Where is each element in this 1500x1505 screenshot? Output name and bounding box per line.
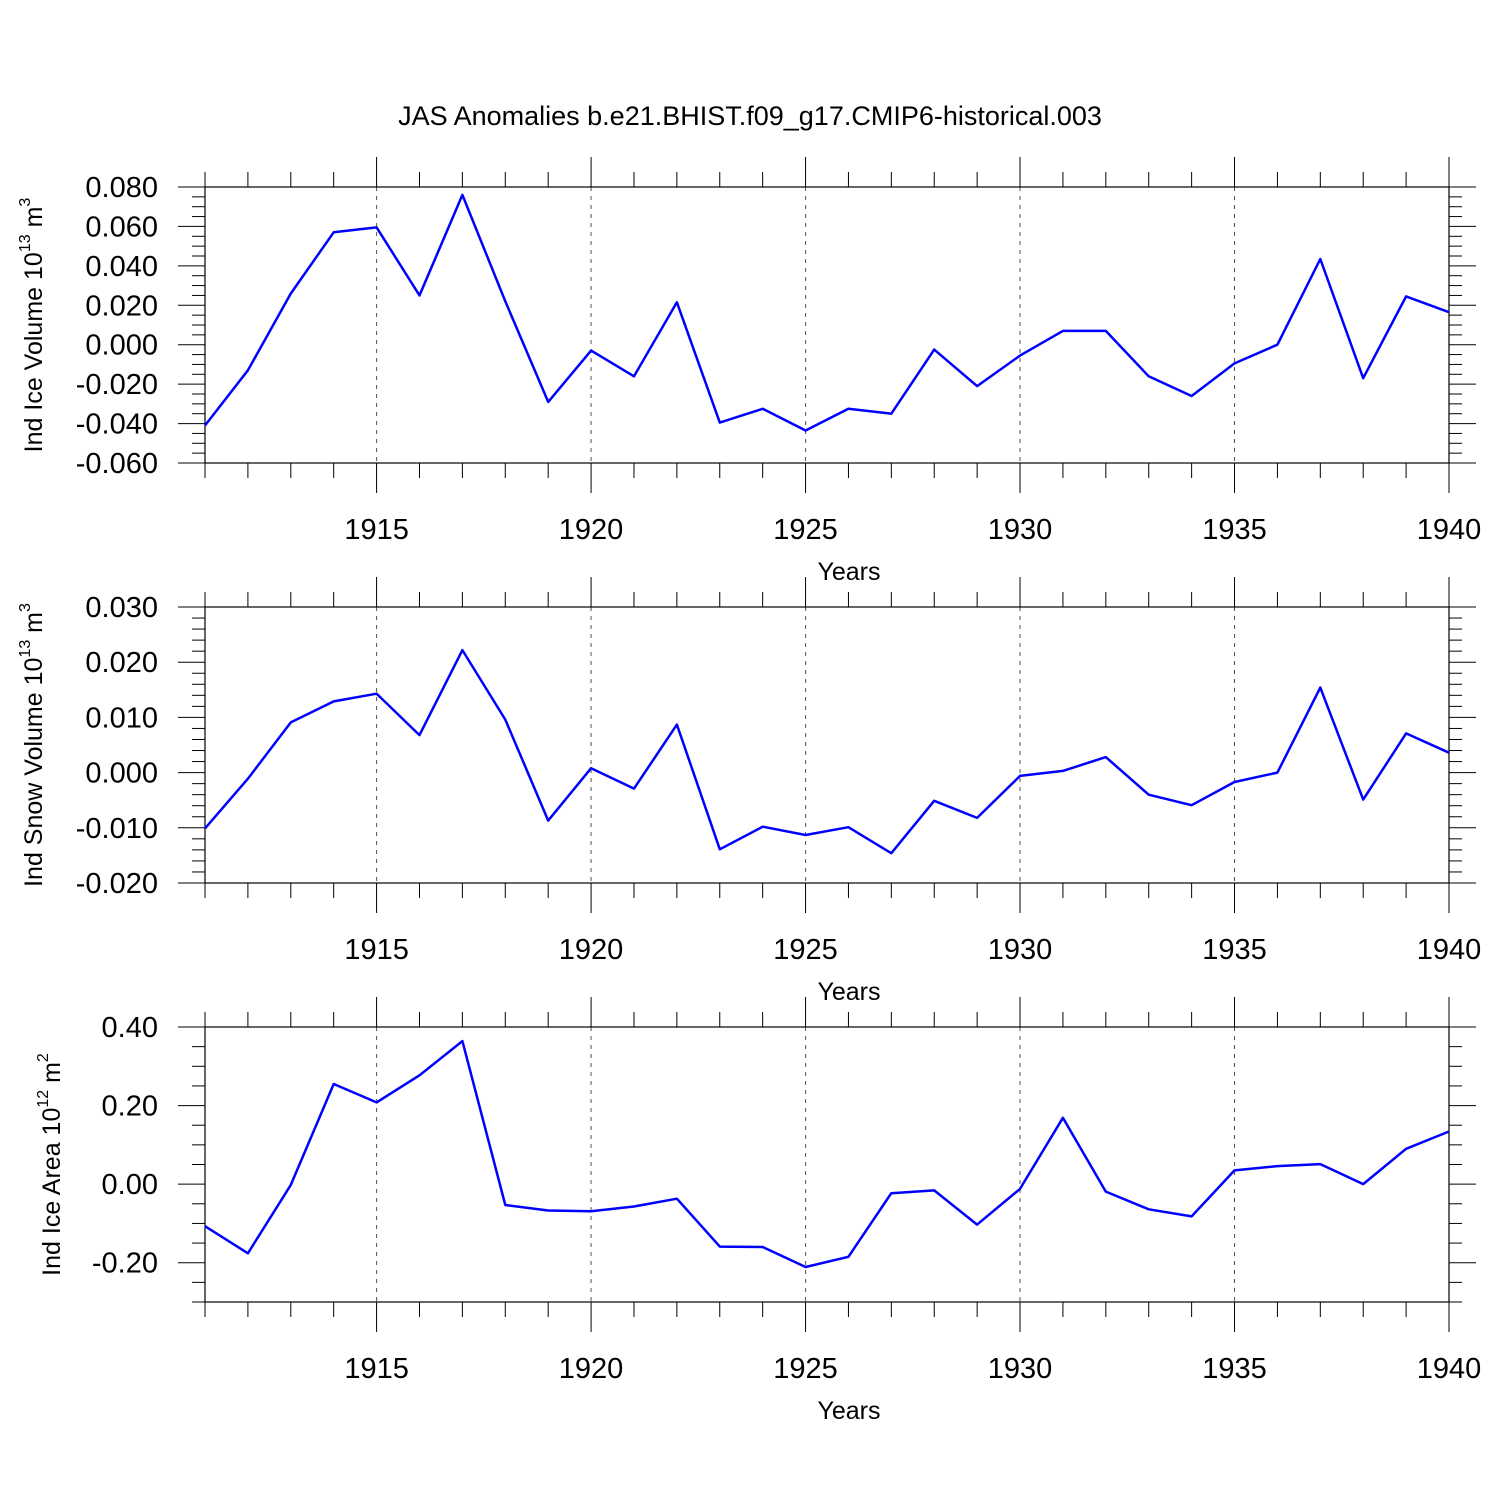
y-axis-label-superscript: 13 (17, 234, 34, 252)
x-tick-label: 1920 (559, 1353, 624, 1385)
x-tick-label: 1930 (988, 1353, 1053, 1385)
y-axis-label-superscript: 2 (35, 1053, 52, 1062)
x-tick-label: 1925 (773, 1353, 838, 1385)
x-tick-label: 1940 (1417, 934, 1482, 966)
y-axis-label-text: m (20, 207, 48, 235)
y-axis-label-text: m (20, 612, 48, 640)
y-axis-label-text: Ind Ice Area 10 (38, 1108, 66, 1276)
panel-1: -0.060 -0.040 -0.020 0.000 0.020 0.040 0.060 0.… (17, 157, 1481, 586)
x-axis-label: Years (817, 978, 880, 1006)
x-tick-label: 1925 (773, 934, 838, 966)
y-axis-label: Ind Ice Area 1012 m2 (35, 1053, 66, 1276)
series-line (204, 648, 1450, 855)
x-tick-label: 1935 (1202, 514, 1267, 546)
y-tick-label: 0.40 (102, 1012, 158, 1044)
x-tick-label: 1915 (344, 514, 409, 546)
x-tick-label: 1935 (1202, 934, 1267, 966)
y-tick-label: 0.080 (85, 172, 158, 204)
y-tick-label: -0.20 (92, 1248, 158, 1280)
y-tick-label: 0.030 (85, 592, 158, 624)
x-tick-label: 1930 (988, 934, 1053, 966)
series-line (204, 1039, 1450, 1269)
y-axis-label-superscript: 12 (35, 1090, 52, 1108)
x-tick-label: 1915 (344, 934, 409, 966)
y-tick-label: -0.020 (76, 369, 158, 401)
x-tick-label: 1935 (1202, 1353, 1267, 1385)
y-axis-label-text: Ind Snow Volume 10 (20, 658, 48, 887)
y-axis-label-superscript: 13 (17, 640, 34, 658)
y-tick-label: -0.020 (76, 868, 158, 900)
y-axis-label-superscript: 3 (17, 198, 34, 207)
y-tick-label: 0.040 (85, 251, 158, 283)
panel-2: -0.020 -0.010 0.000 0.010 0.020 0.030 1915 1920… (17, 577, 1481, 1006)
x-tick-label: 1940 (1417, 514, 1482, 546)
series-line (204, 193, 1450, 432)
y-tick-label: 0.020 (85, 647, 158, 679)
y-tick-label: -0.060 (76, 448, 158, 480)
x-tick-label: 1920 (559, 514, 624, 546)
x-axis-label: Years (817, 1397, 880, 1425)
x-tick-label: 1925 (773, 514, 838, 546)
y-axis-label: Ind Ice Volume 1013 m3 (17, 198, 48, 453)
y-tick-label: -0.040 (76, 409, 158, 441)
plot-frame (204, 606, 1450, 884)
y-axis-label-text: m (38, 1062, 66, 1090)
y-tick-label: -0.010 (76, 813, 158, 845)
plot-frame (204, 186, 1450, 464)
x-tick-label: 1930 (988, 514, 1053, 546)
y-tick-label: 0.000 (85, 758, 158, 790)
y-tick-label: 0.000 (85, 330, 158, 362)
y-axis-label: Ind Snow Volume 1013 m3 (17, 603, 48, 887)
y-tick-label: 0.00 (102, 1169, 158, 1201)
y-tick-label: 0.020 (85, 290, 158, 322)
y-axis-label-superscript: 3 (17, 603, 34, 612)
y-tick-label: 0.060 (85, 211, 158, 243)
x-axis-label: Years (817, 558, 880, 586)
x-tick-label: 1915 (344, 1353, 409, 1385)
x-tick-label: 1920 (559, 934, 624, 966)
panel-3: -0.20 0.00 0.20 0.40 1915 1920 1925 1930 1935 194… (35, 997, 1481, 1425)
y-tick-label: 0.010 (85, 702, 158, 734)
y-axis-label-text: Ind Ice Volume 10 (20, 252, 48, 452)
x-tick-label: 1940 (1417, 1353, 1482, 1385)
y-tick-label: 0.20 (102, 1091, 158, 1123)
figure-title: JAS Anomalies b.e21.BHIST.f09_g17.CMIP6-… (398, 101, 1102, 131)
